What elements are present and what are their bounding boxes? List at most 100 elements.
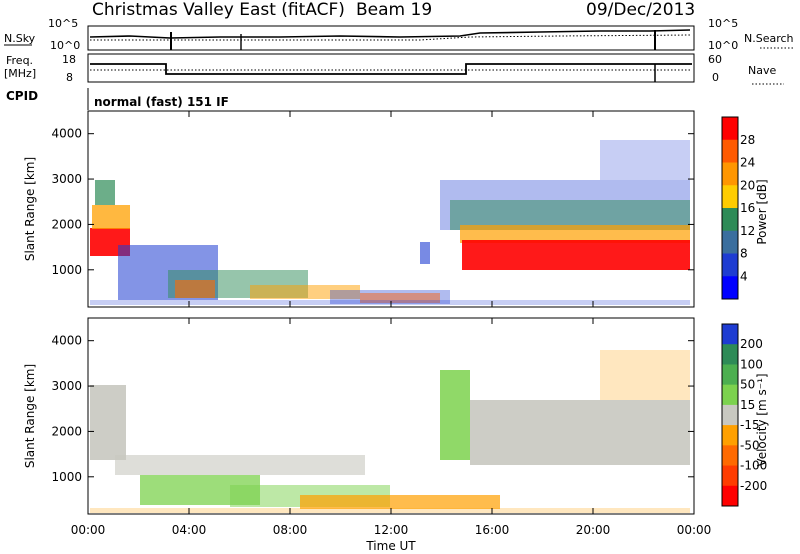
x-tick-label: 12:00 <box>374 523 409 537</box>
colorbar-tick-label: -200 <box>740 479 767 493</box>
colorbar-frame <box>721 116 739 300</box>
colorbar-segment <box>722 445 738 467</box>
colorbar-segment <box>722 139 738 163</box>
power-echo-region <box>600 140 690 180</box>
velocity-colorbar: 200 100 50 15 -15 -50 -100 -200 <box>721 323 767 507</box>
y-tick-label: 4000 <box>51 334 82 348</box>
colorbar-segment <box>722 384 738 406</box>
velocity-echo-region <box>115 455 365 475</box>
velocity-panel: 1000 2000 3000 4000 Slant Range [km] 200 100… <box>23 317 769 515</box>
power-panel: 1000 2000 3000 4000 Slant Range [km] 28 24 20… <box>23 110 769 308</box>
y-tick-label: 2000 <box>51 217 82 231</box>
x-tick-label: 00:00 <box>677 523 712 537</box>
cpid-label: CPID <box>6 89 38 103</box>
date-title: 09/Dec/2013 <box>586 0 695 20</box>
colorbar-segment <box>722 230 738 254</box>
power-echo-region <box>95 180 115 205</box>
colorbar-segment <box>722 404 738 426</box>
nave-tick-bottom: 0 <box>712 71 719 84</box>
nave-tick-top: 60 <box>708 53 722 66</box>
x-tick-label: 20:00 <box>576 523 611 537</box>
freq-tick-top: 18 <box>62 53 76 66</box>
colorbar-tick-label: -100 <box>740 459 767 473</box>
velocity-echo-region <box>90 385 126 460</box>
velocity-colorbar-label: Velocity [m s⁻¹] <box>755 373 769 466</box>
power-echo-region <box>420 242 430 264</box>
power-echo-region <box>92 205 130 229</box>
colorbar-tick-label: 28 <box>740 133 755 147</box>
colorbar-tick-label: 200 <box>740 337 763 351</box>
x-tick-label: 08:00 <box>273 523 308 537</box>
velocity-scatter <box>90 350 690 513</box>
x-tick-label: 16:00 <box>475 523 510 537</box>
power-echo-region <box>90 300 690 305</box>
colorbar-tick-label: -15 <box>740 418 760 432</box>
y-tick-label: 3000 <box>51 379 82 393</box>
cpid-value: normal (fast) 151 IF <box>94 95 229 109</box>
colorbar-segment <box>722 185 738 209</box>
velocity-y-ticks: 1000 2000 3000 4000 <box>51 318 695 514</box>
colorbar-segment <box>722 364 738 386</box>
nsky-tick-top: 10^5 <box>48 17 78 30</box>
colorbar-tick-label: 4 <box>740 269 748 283</box>
beam-title: Beam 19 <box>356 0 432 20</box>
power-echo-region <box>175 280 215 298</box>
y-tick-label: 2000 <box>51 424 82 438</box>
velocity-echo-region <box>600 350 690 400</box>
nsky-tick-bottom: 10^0 <box>50 39 80 52</box>
power-echo-region <box>460 225 690 243</box>
colorbar-segment <box>722 162 738 186</box>
velocity-ylabel: Slant Range [km] <box>23 364 37 468</box>
colorbar-segment <box>722 425 738 446</box>
freq-panel <box>87 53 695 83</box>
colorbar-tick-label: 16 <box>740 201 755 215</box>
velocity-echo-region <box>440 370 470 460</box>
colorbar-segment <box>722 253 738 277</box>
colorbar-tick-label: 12 <box>740 224 755 238</box>
freq-tick-bottom: 8 <box>66 71 73 84</box>
colorbar-frame <box>721 323 739 507</box>
colorbar-tick-label: 100 <box>740 357 763 371</box>
nsky-trace <box>89 29 691 39</box>
nsearch-label: N.Search <box>744 32 794 45</box>
power-colorbar-label: Power [dB] <box>755 179 769 244</box>
power-scatter <box>90 140 690 305</box>
x-tick-label: 00:00 <box>71 523 106 537</box>
power-echo-region <box>462 240 690 270</box>
y-tick-label: 3000 <box>51 172 82 186</box>
freq-trace <box>90 63 692 75</box>
time-axis-ticks: 00:00 04:00 08:00 12:00 16:00 20:00 00:00 <box>71 523 712 537</box>
nsky-panel <box>87 25 695 51</box>
velocity-echo-region <box>470 400 690 465</box>
power-colorbar: 28 24 20 16 12 8 4 <box>721 116 755 300</box>
power-y-ticks: 1000 2000 3000 4000 <box>51 111 695 307</box>
y-tick-label: 1000 <box>51 263 82 277</box>
colorbar-segment <box>722 117 738 141</box>
freq-unit-label: [MHz] <box>4 67 36 80</box>
nsearch-tick-bottom: 10^0 <box>708 39 738 52</box>
nsearch-trace <box>90 34 691 41</box>
power-echo-region <box>250 285 360 299</box>
time-axis-label: Time UT <box>365 539 416 553</box>
y-tick-label: 1000 <box>51 470 82 484</box>
y-tick-label: 4000 <box>51 127 82 141</box>
power-echo-region <box>330 290 450 304</box>
colorbar-segment <box>722 208 738 232</box>
nsky-label: N.Sky <box>4 32 36 45</box>
velocity-echo-region <box>300 495 500 509</box>
colorbar-tick-label: 50 <box>740 378 755 392</box>
power-echo-region <box>360 293 440 303</box>
colorbar-segment <box>722 276 738 300</box>
nsearch-tick-top: 10^5 <box>708 17 738 30</box>
colorbar-tick-label: 20 <box>740 178 755 192</box>
colorbar-tick-label: 15 <box>740 398 755 412</box>
power-ylabel: Slant Range [km] <box>23 157 37 261</box>
colorbar-tick-label: 24 <box>740 156 755 170</box>
colorbar-tick-label: 8 <box>740 247 748 261</box>
colorbar-segment <box>722 344 738 365</box>
colorbar-segment <box>722 465 738 487</box>
velocity-echo-region <box>90 508 690 513</box>
colorbar-segment <box>722 324 738 345</box>
colorbar-tick-label: -50 <box>740 438 760 452</box>
